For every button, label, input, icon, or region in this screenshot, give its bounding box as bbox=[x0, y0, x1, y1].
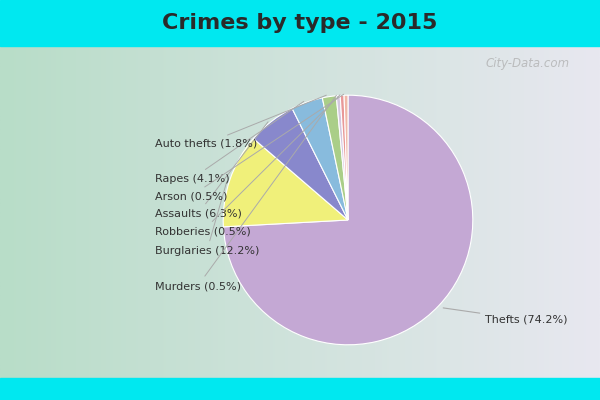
Wedge shape bbox=[336, 96, 348, 220]
Text: Assaults (6.3%): Assaults (6.3%) bbox=[155, 122, 268, 219]
Text: Rapes (4.1%): Rapes (4.1%) bbox=[155, 101, 304, 184]
Text: Thefts (74.2%): Thefts (74.2%) bbox=[443, 308, 568, 325]
Wedge shape bbox=[322, 96, 348, 220]
Text: Burglaries (12.2%): Burglaries (12.2%) bbox=[155, 182, 259, 256]
Wedge shape bbox=[223, 138, 348, 227]
Text: City-Data.com: City-Data.com bbox=[486, 58, 570, 70]
Text: Auto thefts (1.8%): Auto thefts (1.8%) bbox=[155, 95, 326, 149]
Bar bbox=[0, 378, 600, 400]
Wedge shape bbox=[292, 98, 348, 220]
Wedge shape bbox=[223, 95, 473, 345]
Bar bbox=[0, 0, 600, 46]
Text: Murders (0.5%): Murders (0.5%) bbox=[155, 95, 337, 291]
Wedge shape bbox=[253, 108, 348, 220]
Wedge shape bbox=[344, 95, 348, 220]
Wedge shape bbox=[340, 95, 348, 220]
Text: Arson (0.5%): Arson (0.5%) bbox=[155, 94, 344, 201]
Text: Crimes by type - 2015: Crimes by type - 2015 bbox=[163, 13, 437, 33]
Text: Robberies (0.5%): Robberies (0.5%) bbox=[155, 95, 340, 236]
